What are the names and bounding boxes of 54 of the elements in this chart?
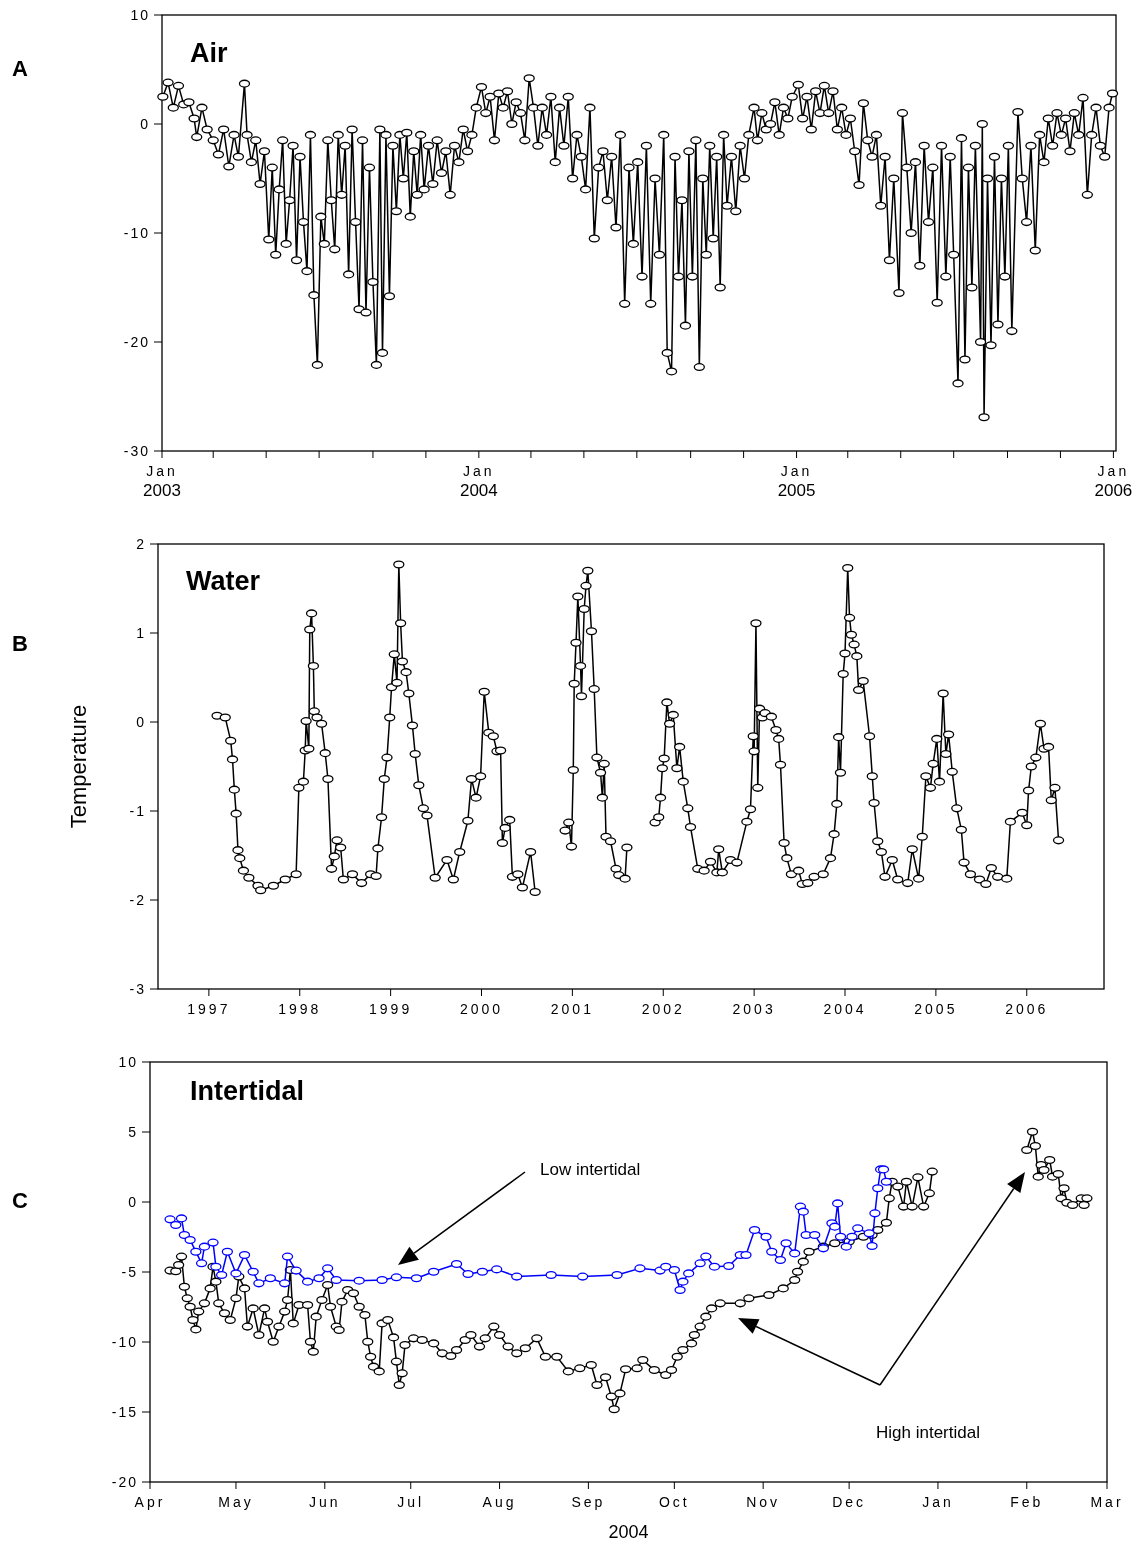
text: A	[12, 56, 28, 81]
y-tick-label: 1	[136, 625, 146, 641]
annotation: Low intertidal	[540, 1160, 641, 1179]
y-tick-label: -15	[111, 1404, 138, 1420]
y-tick-label: -10	[123, 225, 150, 241]
x-tick-label: Jan	[922, 1494, 954, 1510]
y-tick-label: -20	[111, 1474, 138, 1490]
x-tick-label: 2005	[914, 1001, 958, 1017]
x-tick-label: Dec	[832, 1494, 867, 1510]
x-tick-label: Feb	[1010, 1494, 1044, 1510]
y-tick-label: -3	[129, 981, 146, 997]
y-tick-label: 5	[128, 1124, 138, 1140]
text: Intertidal	[190, 1076, 305, 1106]
x-tick-label: 2006	[1005, 1001, 1049, 1017]
x-tick-label: 2004	[823, 1001, 867, 1017]
text: Water	[186, 566, 261, 596]
x-tick-label: Oct	[658, 1494, 690, 1510]
y-tick-label: 0	[128, 1194, 138, 1210]
y-tick-label: -5	[121, 1264, 138, 1280]
x-tick-label: Jan 2005	[777, 463, 816, 500]
text: C	[12, 1188, 28, 1213]
x-tick-label: Apr	[134, 1494, 166, 1510]
y-tick-label: 0	[136, 714, 146, 730]
y-tick-label: 10	[118, 1054, 138, 1070]
x-tick-label: Sep	[571, 1494, 606, 1510]
y-tick-label: 2	[136, 536, 146, 552]
x-tick-label: Jan 2003	[143, 463, 181, 500]
x-axis-title: 2004	[608, 1522, 649, 1542]
x-tick-label: 2002	[641, 1001, 685, 1017]
y-tick-label: 10	[130, 7, 150, 23]
y-tick-label: -20	[123, 334, 150, 350]
y-tick-label: -1	[129, 803, 146, 819]
y-axis-title: Temperature	[66, 704, 91, 829]
y-tick-label: -30	[123, 443, 150, 459]
x-tick-label: 1997	[187, 1001, 231, 1017]
x-tick-label: 1998	[278, 1001, 322, 1017]
x-tick-label: May	[218, 1494, 254, 1510]
x-tick-label: Jul	[397, 1494, 425, 1510]
x-tick-label: Jun	[308, 1494, 341, 1510]
x-tick-label: 1999	[369, 1001, 413, 1017]
x-tick-label: Jan 2004	[459, 463, 498, 500]
y-tick-label: -10	[111, 1334, 138, 1350]
x-tick-label: Aug	[482, 1494, 517, 1510]
text: B	[12, 631, 28, 656]
x-tick-label: 2001	[550, 1001, 594, 1017]
x-tick-label: Mar	[1090, 1494, 1124, 1510]
x-tick-label: Jan 2006	[1094, 463, 1133, 500]
x-tick-label: 2003	[732, 1001, 776, 1017]
y-tick-label: 0	[140, 116, 150, 132]
x-tick-label: Nov	[746, 1494, 781, 1510]
x-tick-label: 2000	[459, 1001, 504, 1017]
y-tick-label: -2	[129, 892, 146, 908]
annotation: High intertidal	[876, 1423, 980, 1442]
text: Air	[190, 38, 228, 68]
